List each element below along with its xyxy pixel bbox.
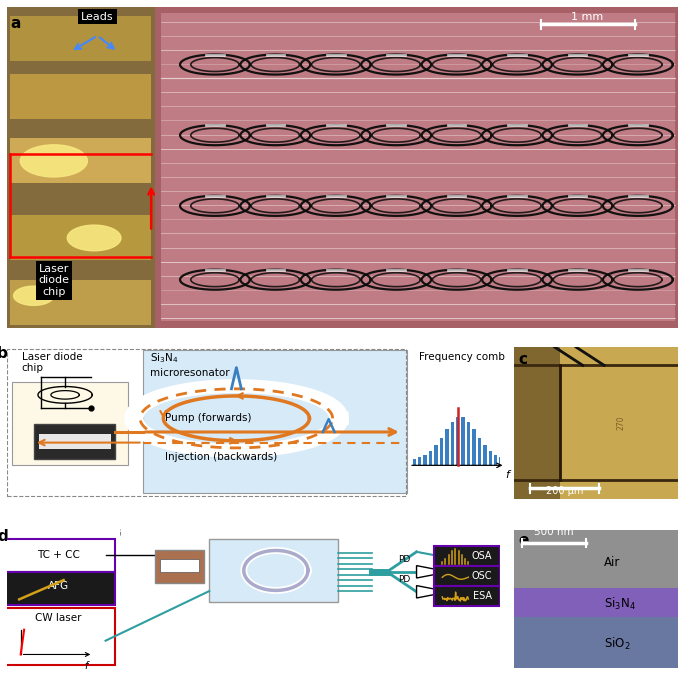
FancyBboxPatch shape xyxy=(434,566,501,587)
FancyBboxPatch shape xyxy=(2,539,116,572)
Polygon shape xyxy=(7,7,155,328)
Text: AFG: AFG xyxy=(48,580,69,591)
Polygon shape xyxy=(161,14,675,321)
Text: $f$: $f$ xyxy=(84,659,90,670)
Text: c: c xyxy=(519,352,527,367)
FancyBboxPatch shape xyxy=(160,560,199,572)
Circle shape xyxy=(21,145,88,177)
Circle shape xyxy=(14,286,54,305)
Text: a: a xyxy=(10,16,21,31)
Text: 500 nm: 500 nm xyxy=(534,527,574,537)
FancyBboxPatch shape xyxy=(12,382,128,465)
FancyBboxPatch shape xyxy=(467,422,471,465)
Text: Si$_3$N$_4$: Si$_3$N$_4$ xyxy=(150,352,179,365)
Text: PD: PD xyxy=(398,575,410,585)
FancyBboxPatch shape xyxy=(155,549,204,583)
FancyBboxPatch shape xyxy=(473,429,476,465)
Text: microresonator: microresonator xyxy=(150,369,229,379)
FancyBboxPatch shape xyxy=(434,545,501,566)
FancyBboxPatch shape xyxy=(514,589,678,617)
Text: PD: PD xyxy=(398,556,410,564)
FancyBboxPatch shape xyxy=(142,350,407,493)
Text: Injection (backwards): Injection (backwards) xyxy=(165,452,277,462)
Text: 270: 270 xyxy=(616,416,625,430)
Text: $f$: $f$ xyxy=(506,468,512,481)
FancyBboxPatch shape xyxy=(462,417,465,465)
FancyBboxPatch shape xyxy=(499,458,503,465)
Polygon shape xyxy=(10,138,151,184)
FancyBboxPatch shape xyxy=(429,452,432,465)
FancyBboxPatch shape xyxy=(451,422,454,465)
FancyBboxPatch shape xyxy=(418,458,421,465)
Polygon shape xyxy=(10,279,151,325)
Text: Laser
diode
chip: Laser diode chip xyxy=(38,264,69,297)
FancyBboxPatch shape xyxy=(434,446,438,465)
FancyBboxPatch shape xyxy=(412,458,416,465)
Text: Pump (forwards): Pump (forwards) xyxy=(165,413,251,423)
Polygon shape xyxy=(416,586,449,598)
FancyBboxPatch shape xyxy=(477,438,481,465)
FancyBboxPatch shape xyxy=(423,455,427,465)
Text: Leads: Leads xyxy=(81,11,114,22)
Polygon shape xyxy=(416,566,449,578)
FancyBboxPatch shape xyxy=(483,446,486,465)
Text: b: b xyxy=(0,346,8,360)
FancyBboxPatch shape xyxy=(494,455,497,465)
Text: Laser diode
chip: Laser diode chip xyxy=(22,352,82,373)
Text: e: e xyxy=(519,533,529,548)
Polygon shape xyxy=(155,7,678,328)
Text: 200 µm: 200 µm xyxy=(546,485,584,495)
Text: CW laser: CW laser xyxy=(36,613,82,623)
Circle shape xyxy=(67,225,121,251)
FancyBboxPatch shape xyxy=(514,617,678,668)
FancyBboxPatch shape xyxy=(440,438,443,465)
FancyBboxPatch shape xyxy=(2,608,116,666)
FancyBboxPatch shape xyxy=(445,429,449,465)
Text: SiO$_2$: SiO$_2$ xyxy=(604,635,631,651)
Text: d: d xyxy=(0,529,8,544)
FancyBboxPatch shape xyxy=(456,417,460,465)
Polygon shape xyxy=(10,74,151,119)
Polygon shape xyxy=(10,215,151,261)
Text: OSA: OSA xyxy=(471,551,492,561)
Text: Frequency comb: Frequency comb xyxy=(419,352,505,362)
Text: TC + CC: TC + CC xyxy=(37,549,80,560)
Text: Air: Air xyxy=(604,556,621,568)
Text: ESA: ESA xyxy=(473,591,492,601)
Polygon shape xyxy=(10,16,151,61)
FancyBboxPatch shape xyxy=(2,572,116,605)
Text: OSC: OSC xyxy=(471,571,492,581)
FancyBboxPatch shape xyxy=(39,433,110,449)
FancyBboxPatch shape xyxy=(488,452,492,465)
FancyBboxPatch shape xyxy=(34,424,116,458)
Text: 1 mm: 1 mm xyxy=(571,11,603,22)
FancyBboxPatch shape xyxy=(434,586,501,606)
FancyBboxPatch shape xyxy=(514,531,678,589)
FancyBboxPatch shape xyxy=(209,539,338,602)
FancyBboxPatch shape xyxy=(514,347,678,499)
Polygon shape xyxy=(514,347,560,499)
Text: Si$_3$N$_4$: Si$_3$N$_4$ xyxy=(604,596,636,612)
